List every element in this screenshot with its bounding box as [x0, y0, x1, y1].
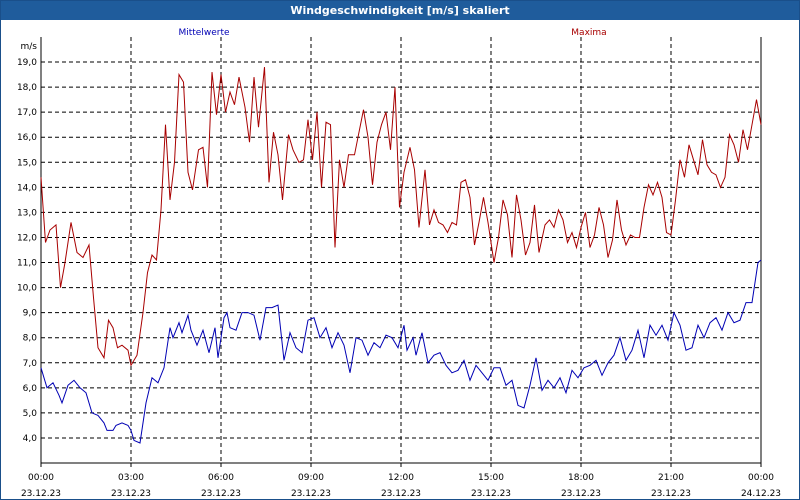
- x-tick-time: 18:00: [568, 473, 594, 483]
- y-tick-label: 10,0: [17, 284, 37, 294]
- y-tick-label: 16,0: [17, 133, 37, 143]
- y-axis-unit-label: m/s: [21, 42, 38, 52]
- x-tick-time: 09:00: [298, 473, 324, 483]
- y-tick-label: 7,0: [23, 359, 38, 369]
- series-name-maxima: Maxima: [571, 28, 606, 38]
- x-tick-date: 24.12.23: [741, 489, 781, 499]
- wind-speed-chart: 4,0 5,0 6,0 7,0 8,0 9,0 10,0 11,0 12,0 13,0 14,0 15…: [17, 28, 781, 499]
- y-tick-label: 14,0: [17, 183, 37, 193]
- x-tick-date: 23.12.23: [291, 489, 331, 499]
- x-tick-time: 03:00: [118, 473, 144, 483]
- y-tick-label: 11,0: [17, 259, 37, 269]
- y-tick-label: 15,0: [17, 158, 37, 168]
- y-tick-label: 5,0: [23, 409, 38, 419]
- y-tick-label: 17,0: [17, 108, 37, 118]
- series-name-mittelwerte: Mittelwerte: [178, 28, 229, 38]
- x-tick-time: 21:00: [658, 473, 684, 483]
- x-tick-date: 23.12.23: [651, 489, 691, 499]
- x-tick-date: 23.12.23: [381, 489, 421, 499]
- x-tick-date: 23.12.23: [21, 489, 61, 499]
- y-tick-label: 9,0: [23, 309, 38, 319]
- series-line-maxima: [40, 67, 762, 367]
- x-tick-date: 23.12.23: [111, 489, 151, 499]
- x-tick-time: 12:00: [388, 473, 414, 483]
- x-tick-time: 00:00: [28, 473, 54, 483]
- y-tick-label: 18,0: [17, 83, 37, 93]
- y-tick-label: 8,0: [23, 334, 38, 344]
- x-tick-time: 00:00: [748, 473, 774, 483]
- x-tick-date: 23.12.23: [471, 489, 511, 499]
- x-tick-date: 23.12.23: [201, 489, 241, 499]
- y-tick-label: 6,0: [23, 384, 38, 394]
- window-title: Windgeschwindigkeit [m/s] skaliert: [1, 1, 799, 20]
- x-tick-time: 06:00: [208, 473, 234, 483]
- x-tick-time: 15:00: [478, 473, 504, 483]
- series-line-mittelwerte: [40, 259, 762, 444]
- y-tick-label: 19,0: [17, 58, 37, 68]
- y-tick-label: 4,0: [23, 434, 38, 444]
- x-tick-date: 23.12.23: [561, 489, 601, 499]
- y-tick-label: 12,0: [17, 233, 37, 243]
- y-tick-label: 13,0: [17, 208, 37, 218]
